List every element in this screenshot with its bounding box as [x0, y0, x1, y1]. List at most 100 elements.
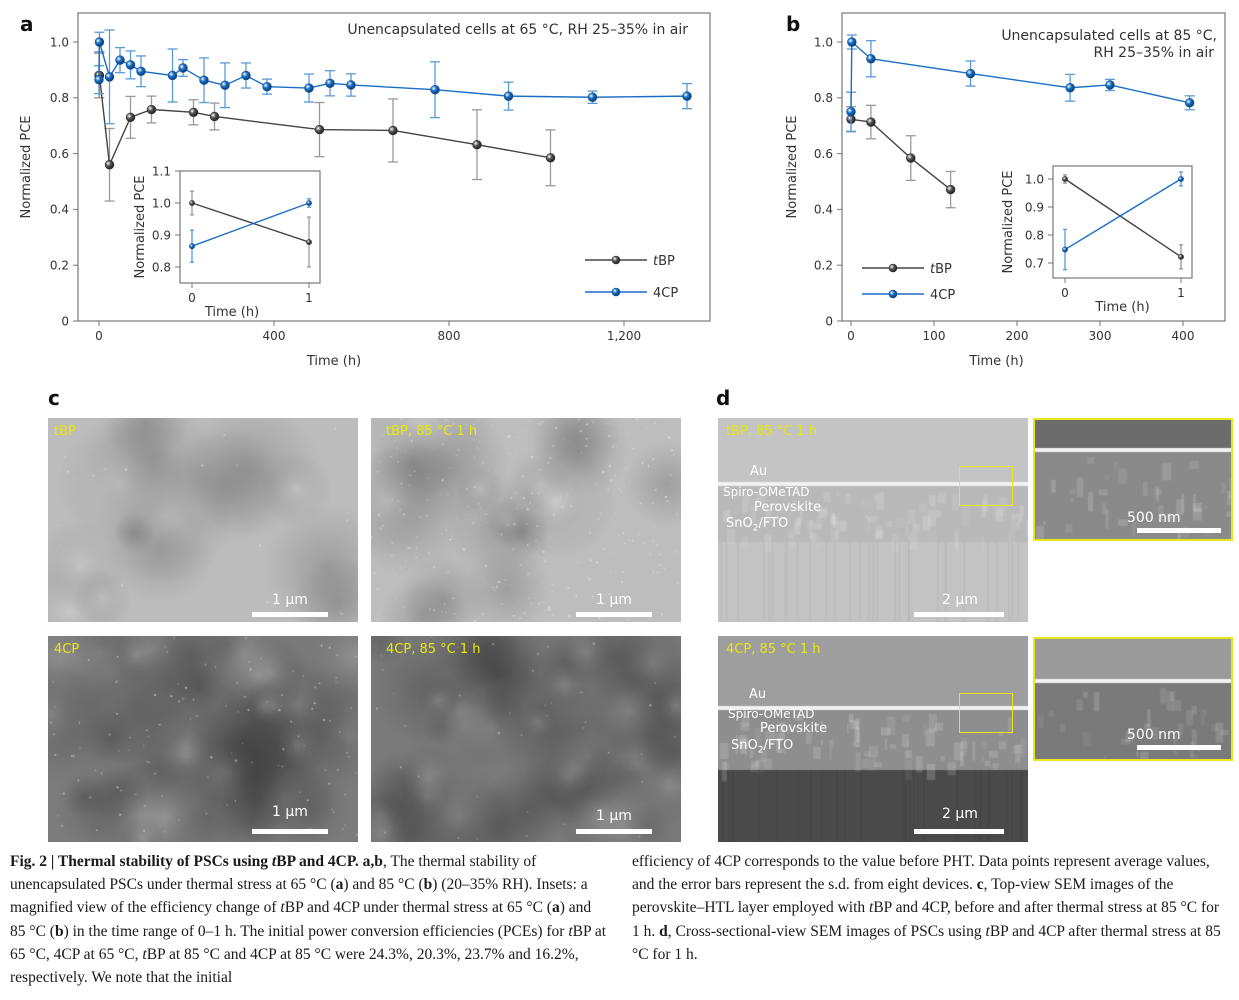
caption-ref: b — [374, 853, 383, 870]
a-inset-data-point-tbp — [306, 239, 312, 245]
caption-italic: t — [869, 899, 874, 917]
b-y-tick-label: 0 — [825, 314, 833, 328]
a-data-point-tbp — [146, 104, 157, 115]
a-data-point-4cp — [199, 75, 209, 85]
caption-italic: t — [280, 899, 285, 917]
legend-label: 4CP — [653, 286, 678, 301]
caption-ref: a — [335, 876, 344, 894]
b-inset-series-line-tbp — [1064, 178, 1182, 258]
a-data-point-4cp — [503, 91, 514, 101]
legend-marker — [611, 287, 621, 297]
a-x-axis-label: Time (h) — [306, 354, 361, 369]
b-x-tick-label: 300 — [1089, 329, 1112, 343]
chart-b-85C: 0 100 200 300 400 0 0.2 0.4 0.6 0.8 1.0 Time (h) Nor… — [785, 12, 1226, 369]
a-y-tick-label: 1.0 — [50, 35, 69, 49]
caption-text: ) in the time range of 0–1 h. The initia… — [63, 922, 569, 940]
layer-sno: SnO — [726, 516, 753, 531]
b-chart-title-line1: Unencapsulated cells at 85 °C, — [1001, 28, 1217, 44]
scale-bar — [252, 829, 328, 834]
sem-cross-section-tbp-zoom: 500 nm — [1033, 418, 1233, 541]
a-y-tick-label: 0.6 — [50, 147, 69, 161]
caption-text: efficiency of 4CP corresponds to the val… — [632, 853, 1210, 894]
a-inset-y-axis-label: Normalized PCE — [133, 176, 148, 279]
b-inset-series-line-4cp — [1064, 178, 1182, 251]
caption-ref: b — [423, 876, 433, 894]
caption-text: ) and 85 °C ( — [343, 876, 424, 894]
a-inset-data-point-tbp — [189, 200, 195, 206]
a-data-point-4cp — [325, 78, 335, 88]
sem-label: 4CP, 85 °C 1 h — [386, 642, 481, 657]
caption-text: BP at 65 °C, 4CP at 65 °C, — [10, 922, 607, 963]
layer-sno: SnO — [731, 738, 758, 753]
sem-topview-4cp: 4CP 1 µm — [48, 636, 358, 842]
caption-text: BP and 4CP, before and after thermal str… — [632, 899, 1220, 940]
b-inset-y-tick-label: 0.7 — [1025, 256, 1044, 270]
scale-bar — [252, 612, 328, 617]
b-x-tick-label: 0 — [847, 329, 855, 343]
b-x-tick-label: 400 — [1172, 329, 1195, 343]
a-inset-x-axis-label: Time (h) — [204, 305, 259, 320]
a-inset-series-line-4cp — [191, 202, 310, 247]
legend-item-tbp: tBP — [585, 254, 675, 269]
sem-topview-4cp-85c: 4CP, 85 °C 1 h 1 µm — [371, 636, 681, 842]
figure-caption-left: Fig. 2 | Thermal stability of PSCs using… — [10, 850, 610, 989]
b-x-axis-label: Time (h) — [968, 354, 1023, 369]
caption-text: , The thermal stability of unencapsulate… — [10, 853, 537, 894]
b-y-tick-label: 1.0 — [814, 35, 833, 49]
b-inset-x-axis-label: Time (h) — [1094, 300, 1149, 315]
scale-bar-label: 500 nm — [1127, 510, 1181, 526]
b-inset-data-point-4cp — [1062, 246, 1068, 253]
sem-image-texture — [371, 636, 681, 842]
sem-cross-section-tbp: tBP, 85 °C 1 h Au Spiro-OMeTAD Perovskit… — [718, 418, 1028, 622]
a-data-point-4cp — [167, 70, 178, 81]
legend-marker — [888, 263, 898, 273]
legend-label-italic: t — [653, 254, 659, 269]
a-chart-title: Unencapsulated cells at 65 °C, RH 25–35%… — [347, 22, 688, 38]
layer-perovskite: Perovskite — [760, 721, 828, 736]
caption-ref: a — [551, 899, 560, 917]
caption-ref: a — [362, 853, 371, 870]
layer-sno2-fto: SnO2/FTO — [731, 738, 793, 756]
panel-letter-b: b — [786, 12, 801, 36]
a-y-tick-label: 0.4 — [50, 203, 69, 217]
caption-italic: t — [271, 853, 277, 870]
a-data-point-tbp — [188, 107, 199, 118]
b-data-point-4cp — [965, 68, 976, 79]
legend-label-rest: BP — [935, 262, 952, 277]
zoom-region-box — [959, 466, 1013, 506]
a-data-point-tbp — [314, 124, 325, 135]
caption-ref: b — [54, 922, 64, 940]
panel-letter-a: a — [20, 12, 34, 36]
b-y-axis-label: Normalized PCE — [785, 116, 800, 219]
a-data-point-4cp — [220, 80, 230, 90]
b-data-point-tbp — [906, 153, 916, 163]
b-data-point-4cp — [847, 37, 857, 47]
b-inset-x-tick-label: 0 — [1061, 286, 1069, 300]
caption-text: BP and 4CP under thermal stress at 65 °C… — [284, 899, 552, 917]
a-x-tick-label: 0 — [95, 329, 103, 343]
a-inset-y-tick-label: 0.8 — [152, 260, 171, 274]
a-data-point-tbp — [209, 111, 220, 122]
legend-item-tbp: tBP — [862, 262, 952, 277]
sem-cross-section-4cp: 4CP, 85 °C 1 h Au Spiro-OMeTAD Perovskit… — [718, 636, 1028, 842]
sem-cross-section-4cp-zoom: 500 nm — [1033, 637, 1233, 761]
layer-subscript: 2 — [757, 745, 764, 756]
layer-au: Au — [750, 464, 768, 479]
a-y-axis-label: Normalized PCE — [19, 116, 34, 219]
legend-label-italic: t — [930, 262, 936, 277]
a-data-point-4cp — [94, 37, 105, 47]
a-inset-x-tick-label: 1 — [305, 291, 313, 305]
caption-italic: t — [568, 922, 573, 940]
a-data-point-4cp — [262, 81, 272, 92]
scale-bar-label: 1 µm — [596, 808, 632, 824]
caption-text: , Top-view SEM images of the perovskite–… — [632, 876, 1174, 917]
b-data-point-4cp — [1105, 80, 1115, 90]
b-y-tick-label: 0.2 — [814, 259, 833, 273]
caption-text: BP and 4CP after thermal stress at 85 °C… — [632, 922, 1221, 963]
figure-caption-right: efficiency of 4CP corresponds to the val… — [632, 850, 1222, 966]
legend-item-4cp: 4CP — [585, 286, 678, 301]
a-data-point-4cp — [682, 91, 692, 101]
caption-text: , Cross-sectional-view SEM images of PSC… — [667, 922, 986, 940]
b-y-tick-label: 0.6 — [814, 147, 833, 161]
layer-fto: /FTO — [758, 516, 789, 531]
